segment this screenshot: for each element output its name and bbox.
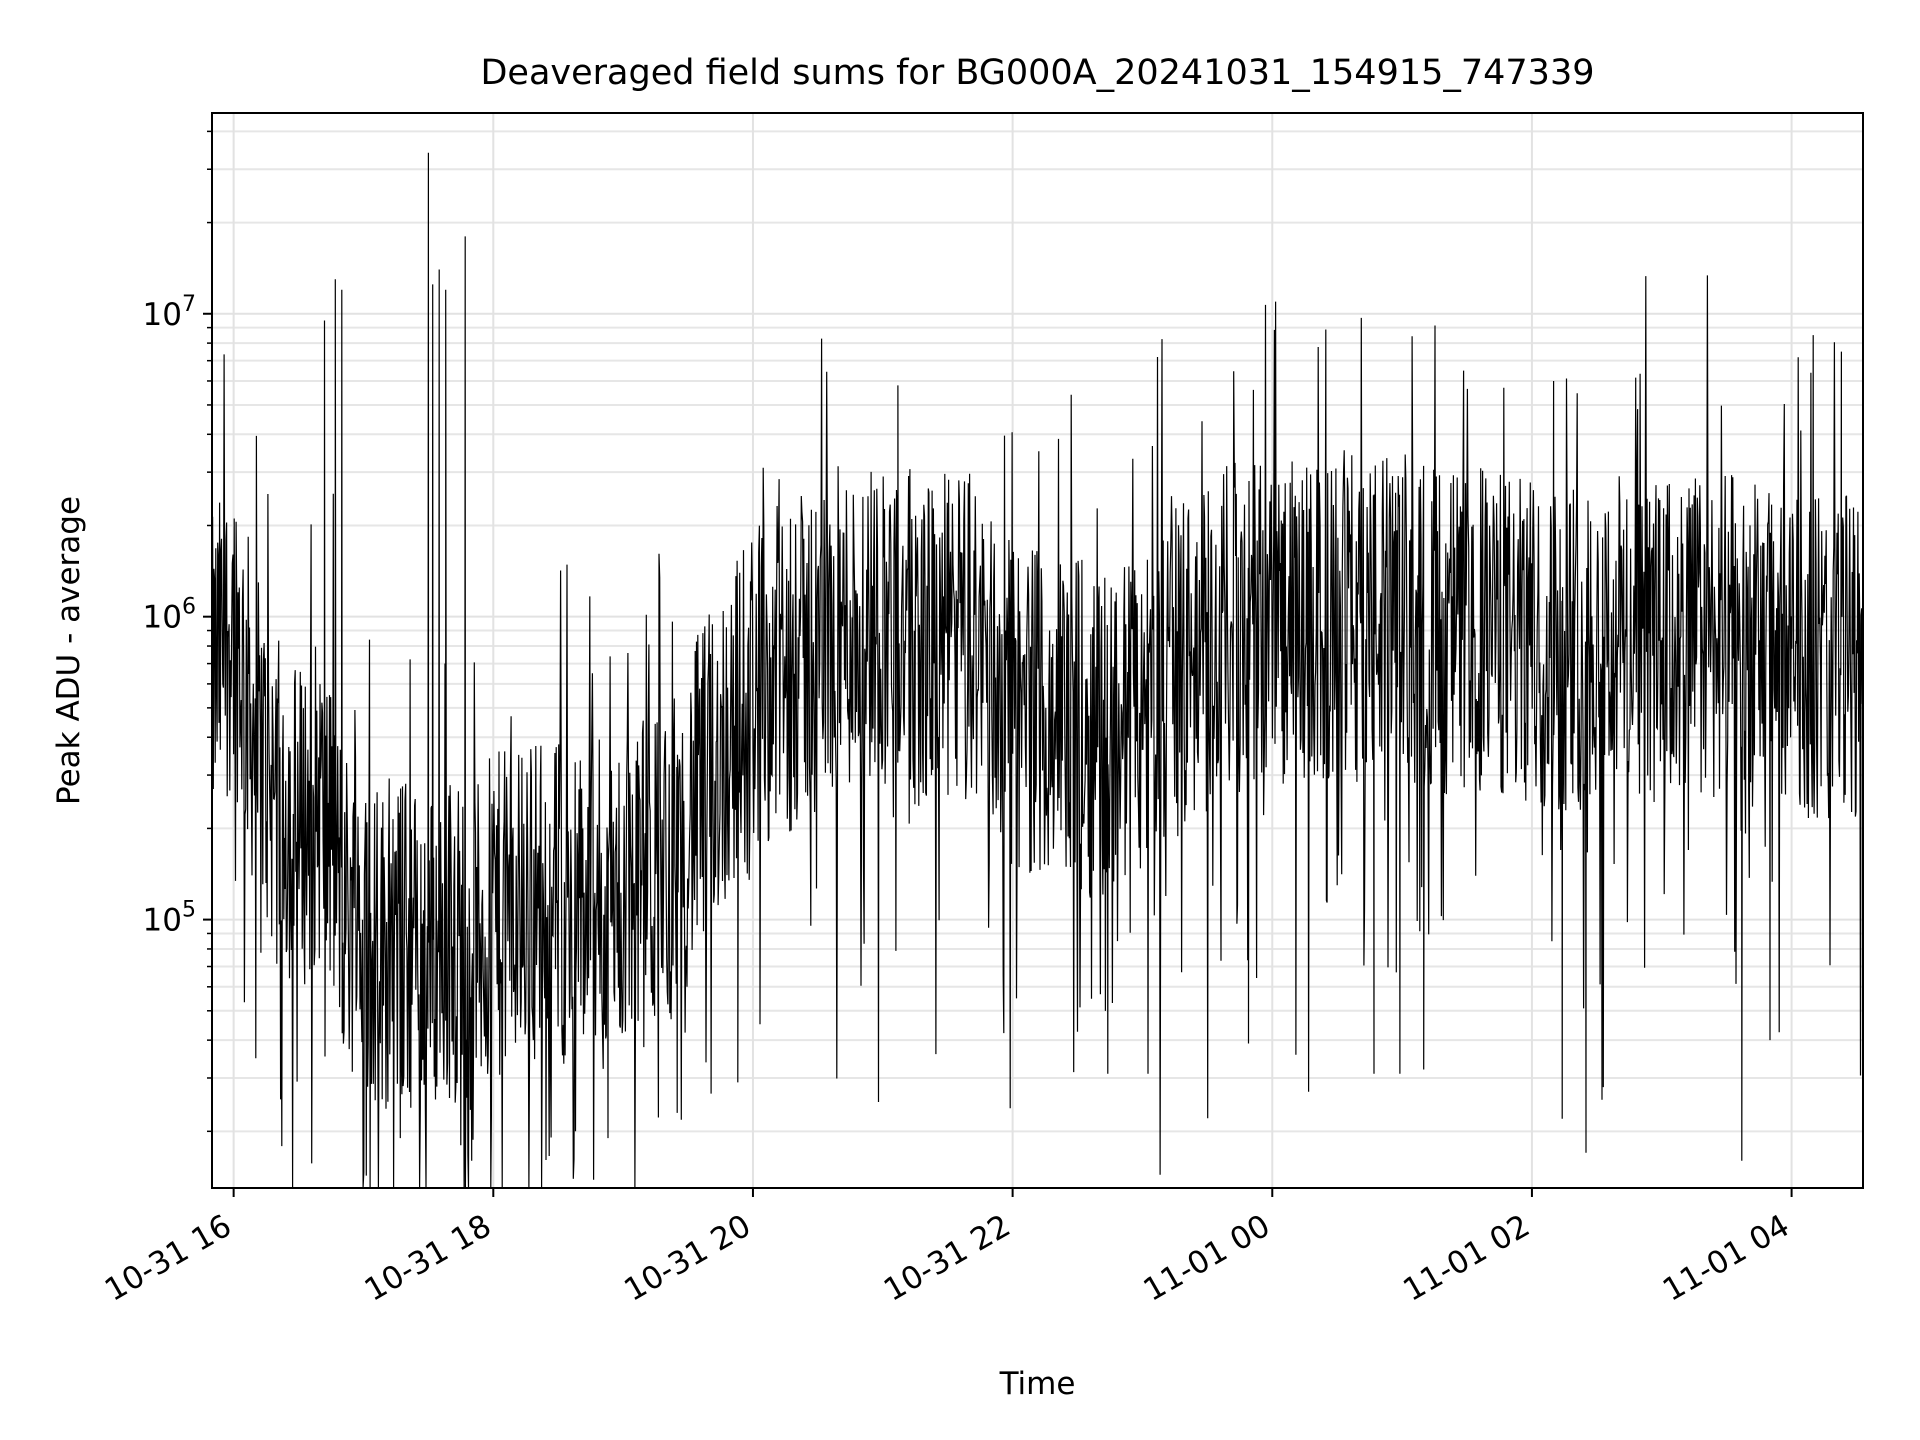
- x-axis-label: Time: [999, 1366, 1076, 1402]
- y-tick-label: 107: [143, 292, 196, 333]
- y-tick-label: 106: [143, 595, 196, 636]
- chart-title: Deaveraged field sums for BG000A_2024103…: [480, 53, 1594, 93]
- series-trace: [211, 152, 1864, 1188]
- y-tick-label: 105: [143, 898, 196, 939]
- plot-frame: [211, 112, 1864, 1189]
- y-axis-label: Peak ADU - average: [51, 496, 87, 805]
- series-line: [211, 152, 1864, 1188]
